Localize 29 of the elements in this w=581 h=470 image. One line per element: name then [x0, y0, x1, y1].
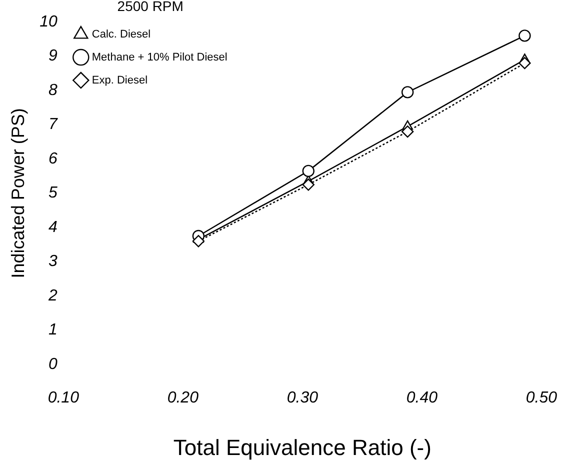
y-tick-label: 0: [48, 356, 58, 373]
x-tick-label: 0.30: [286, 389, 318, 406]
y-tick-label: 9: [48, 48, 58, 65]
y-tick-label: 4: [48, 218, 58, 236]
point: [192, 235, 205, 248]
y-tick-label: 1: [48, 322, 58, 339]
point: [302, 164, 314, 178]
point: [401, 86, 414, 98]
point: [401, 125, 414, 138]
x-tick-label: 0.50: [526, 389, 558, 406]
legend-label: Exp. Diesel: [92, 74, 148, 86]
x-tick-label: 0.40: [406, 389, 438, 406]
y-tick-label: 10: [40, 13, 58, 30]
x-tick-label: 0.20: [167, 389, 199, 406]
y-tick-label: 6: [48, 150, 58, 168]
y-tick-label: 7: [48, 116, 58, 134]
point: [302, 178, 314, 191]
legend-label: Methane + 10% Pilot Diesel: [92, 51, 228, 64]
legend-label: Calc. Diesel: [92, 28, 151, 40]
point: [518, 30, 531, 42]
x-tick-label: 0.10: [48, 389, 80, 406]
y-axis-title: Indicated Power (PS): [8, 108, 28, 278]
y-tick-label: 5: [48, 184, 58, 202]
point: [518, 56, 531, 70]
x-axis-title: Total Equivalence Ratio (-): [173, 434, 432, 460]
y-tick-label: 8: [48, 82, 58, 99]
y-tick-label: 3: [48, 253, 58, 270]
y-tick-label: 2: [47, 287, 58, 304]
legend-title: 2500 RPM: [117, 0, 184, 14]
